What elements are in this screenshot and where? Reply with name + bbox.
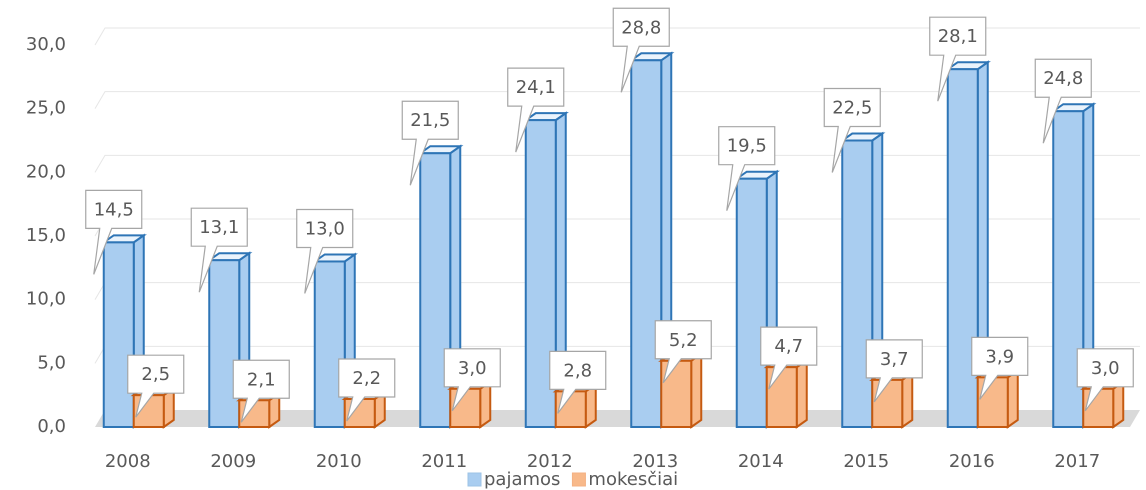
data-label: 2,2 [352, 368, 381, 389]
grid-line [94, 27, 1140, 46]
data-label: 19,5 [727, 136, 767, 157]
data-label: 28,8 [621, 17, 661, 38]
data-label: 2,5 [141, 364, 170, 385]
legend-label: mokesčiai [588, 469, 678, 490]
callout [443, 348, 501, 412]
x-tick-label: 2011 [421, 451, 467, 472]
callout [823, 87, 881, 173]
legend-swatch [571, 472, 586, 487]
x-tick-label: 2010 [316, 451, 362, 472]
legend-label: pajamos [484, 469, 560, 490]
data-label: 3,0 [1091, 358, 1120, 379]
y-tick-label: 5,0 [37, 352, 66, 373]
x-tick-label: 2015 [843, 451, 889, 472]
bar-side [690, 351, 703, 429]
bar [871, 378, 904, 428]
data-label: 3,9 [985, 346, 1014, 367]
x-tick-label: 2008 [105, 451, 151, 472]
callout [1076, 348, 1134, 412]
bar [630, 59, 663, 428]
y-tick-label: 30,0 [26, 34, 66, 55]
data-label: 28,1 [938, 26, 978, 47]
data-label: 22,5 [832, 98, 872, 119]
x-tick-label: 2013 [632, 451, 678, 472]
grid-line [94, 154, 1140, 173]
x-tick-label: 2017 [1054, 451, 1100, 472]
callout [232, 359, 290, 423]
bar [946, 68, 979, 429]
callout [338, 358, 396, 422]
y-tick-label: 15,0 [26, 225, 66, 246]
data-label: 24,8 [1043, 68, 1083, 89]
callout [401, 100, 459, 186]
bar-side [901, 370, 914, 429]
data-label: 4,7 [774, 336, 803, 357]
y-tick-label: 20,0 [26, 161, 66, 182]
y-tick-label: 25,0 [26, 98, 66, 119]
bar [976, 376, 1009, 428]
data-label: 14,5 [94, 199, 134, 220]
data-label: 24,1 [516, 77, 556, 98]
callout [190, 207, 248, 293]
callout [929, 16, 987, 102]
data-label: 3,0 [458, 358, 487, 379]
y-tick-label: 10,0 [26, 289, 66, 310]
callout [127, 354, 185, 418]
callout [612, 7, 670, 93]
callout [865, 339, 923, 403]
callout [718, 126, 776, 211]
callout [85, 189, 143, 275]
legend-swatch [467, 472, 482, 487]
callout [296, 208, 354, 294]
bar [102, 241, 135, 428]
data-label: 2,8 [563, 360, 592, 381]
callout [549, 350, 607, 414]
bar-side [1006, 368, 1019, 429]
callout [971, 336, 1029, 400]
bar [765, 366, 798, 428]
bar [419, 152, 452, 428]
x-tick-label: 2016 [949, 451, 995, 472]
data-label: 21,5 [410, 110, 450, 131]
y-tick-label: 0,0 [37, 416, 66, 437]
bar [313, 260, 346, 429]
data-label: 13,1 [199, 217, 239, 238]
bar [1082, 387, 1115, 428]
bar [208, 259, 241, 428]
bar [449, 387, 482, 428]
callout [1034, 58, 1092, 144]
callout [654, 320, 712, 384]
data-label: 13,0 [305, 218, 345, 239]
callout [507, 67, 565, 153]
grid-line [94, 91, 1140, 109]
callout [760, 326, 818, 390]
bar [735, 177, 768, 428]
data-label: 2,1 [247, 369, 276, 390]
bar-side [795, 358, 808, 429]
data-label: 5,2 [669, 330, 698, 351]
x-tick-label: 2014 [738, 451, 784, 472]
data-label: 3,7 [880, 349, 909, 370]
bar [841, 139, 874, 428]
x-tick-label: 2012 [527, 451, 573, 472]
x-tick-label: 2009 [210, 451, 256, 472]
